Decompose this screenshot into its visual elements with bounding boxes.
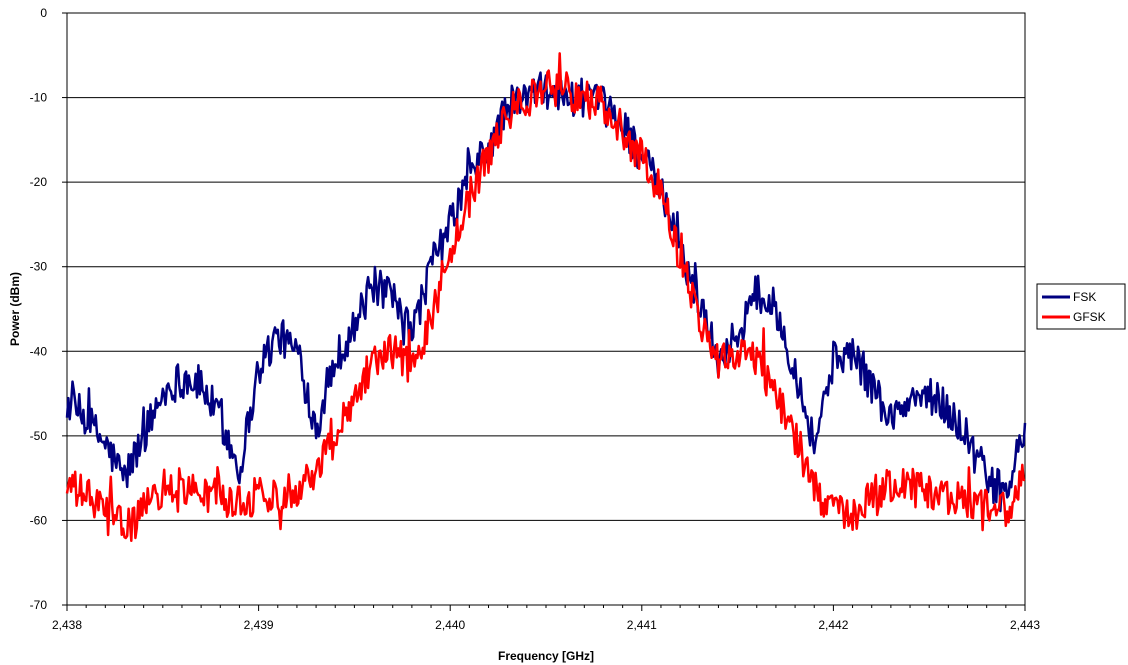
legend: FSK GFSK: [1036, 283, 1126, 330]
y-tick-label: -30: [30, 260, 48, 274]
y-tick-label: -70: [30, 598, 48, 612]
y-tick-label: -20: [30, 175, 48, 189]
series-layer: [65, 52, 1027, 543]
axis-ticks: [62, 12, 1026, 611]
gridlines: [67, 97, 1025, 521]
y-tick-label: -40: [30, 344, 48, 358]
y-tick-label: 0: [40, 6, 47, 20]
y-tick-label: -60: [30, 513, 48, 527]
x-tick-label: 2,442: [818, 618, 848, 632]
tick-labels: 0 -10 -20 -30 -40 -50 -60 -70 2,438 2,439 2,440 2,4…: [30, 6, 1041, 632]
y-axis-title: Power (dBm): [8, 272, 22, 346]
x-axis-title: Frequency [GHz]: [498, 649, 594, 663]
series-line-gfsk: [65, 52, 1026, 543]
x-tick-label: 2,441: [627, 618, 657, 632]
legend-label-fsk: FSK: [1073, 290, 1096, 304]
x-tick-label: 2,443: [1010, 618, 1040, 632]
legend-label-gfsk: GFSK: [1073, 310, 1106, 324]
x-tick-label: 2,438: [52, 618, 82, 632]
legend-box: [1036, 283, 1126, 330]
y-tick-label: -10: [30, 91, 48, 105]
y-tick-label: -50: [30, 429, 48, 443]
x-tick-label: 2,439: [244, 618, 274, 632]
x-tick-label: 2,440: [435, 618, 465, 632]
